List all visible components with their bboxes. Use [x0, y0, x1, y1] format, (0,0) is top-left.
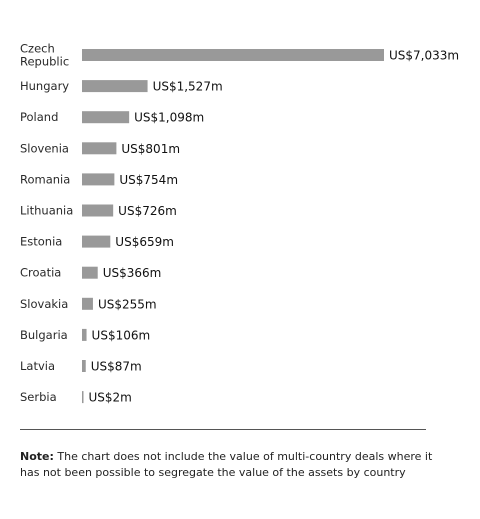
bar [82, 328, 87, 341]
bar [82, 142, 117, 155]
value-label: US$1,098m [134, 111, 204, 125]
value-label: US$106m [92, 328, 151, 342]
value-label: US$754m [119, 173, 178, 187]
value-label: US$726m [118, 204, 177, 218]
value-label: US$659m [115, 235, 174, 249]
category-label: Croatia [20, 266, 61, 280]
bar [82, 235, 111, 248]
bar [82, 173, 115, 186]
category-label: Estonia [20, 235, 62, 249]
bar [82, 49, 384, 61]
bar [82, 391, 84, 404]
category-label: Bulgaria [20, 328, 68, 342]
value-label: US$7,033m [389, 49, 459, 63]
bar [82, 266, 98, 279]
category-label: Slovakia [20, 297, 68, 311]
value-label: US$801m [121, 142, 180, 156]
bar [82, 360, 86, 372]
note-text: The chart does not include the value of … [20, 450, 433, 479]
note-label: Note: [20, 450, 54, 463]
bar [82, 204, 114, 217]
bar [82, 297, 93, 310]
category-label: Romania [20, 172, 70, 186]
note-divider [20, 429, 426, 430]
bar-chart: Czech Republic US$7,033m Hungary US$1,527m Po… [20, 42, 459, 405]
value-label: US$87m [91, 360, 142, 374]
value-label: US$1,527m [153, 80, 223, 94]
value-label: US$2m [89, 391, 132, 405]
category-label: Slovenia [20, 141, 69, 155]
category-label: Czech Republic [20, 42, 69, 69]
category-label: Hungary [20, 79, 69, 93]
category-label: Serbia [20, 390, 57, 404]
category-label: Poland [20, 110, 58, 124]
category-label: Lithuania [20, 204, 73, 218]
value-label: US$366m [103, 266, 162, 280]
category-label: Latvia [20, 359, 55, 373]
bar [82, 111, 130, 124]
chart-note: Note: The chart does not include the val… [20, 449, 440, 481]
bar [82, 80, 148, 93]
value-label: US$255m [98, 297, 157, 311]
